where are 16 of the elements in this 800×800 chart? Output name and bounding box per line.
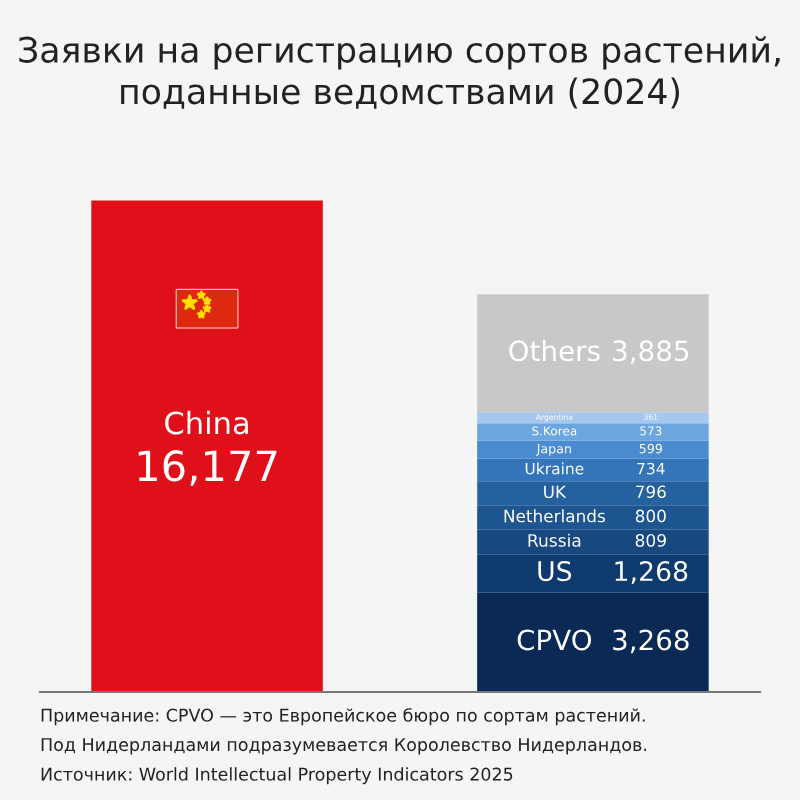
data-label: 800 [635, 509, 666, 523]
series-label: CPVO [517, 629, 592, 651]
data-label: 809 [635, 533, 666, 547]
text: Источник: World Intellectual Property Indicators 2025 [41, 767, 513, 785]
data-label: 16,177 [138, 450, 277, 486]
series-label: China [165, 410, 248, 435]
data-label: 3,268 [613, 629, 689, 654]
data-label: 1,268 [615, 560, 688, 584]
series-label: Russia [528, 533, 581, 547]
text: Под Нидерландами подразумевается Королевство Нидерландов. [41, 738, 647, 755]
series-label: UK [544, 485, 567, 499]
data-label: 796 [636, 485, 666, 499]
text: Примечание: CPVO — это Европейское бюро по сортам растений. [41, 708, 645, 726]
series-label: US [538, 560, 572, 582]
chart-title: Заявки на регистрацию сортов растений, поданные ведомствами (2024) [19, 36, 780, 109]
series-label: Netherlands [504, 509, 605, 523]
